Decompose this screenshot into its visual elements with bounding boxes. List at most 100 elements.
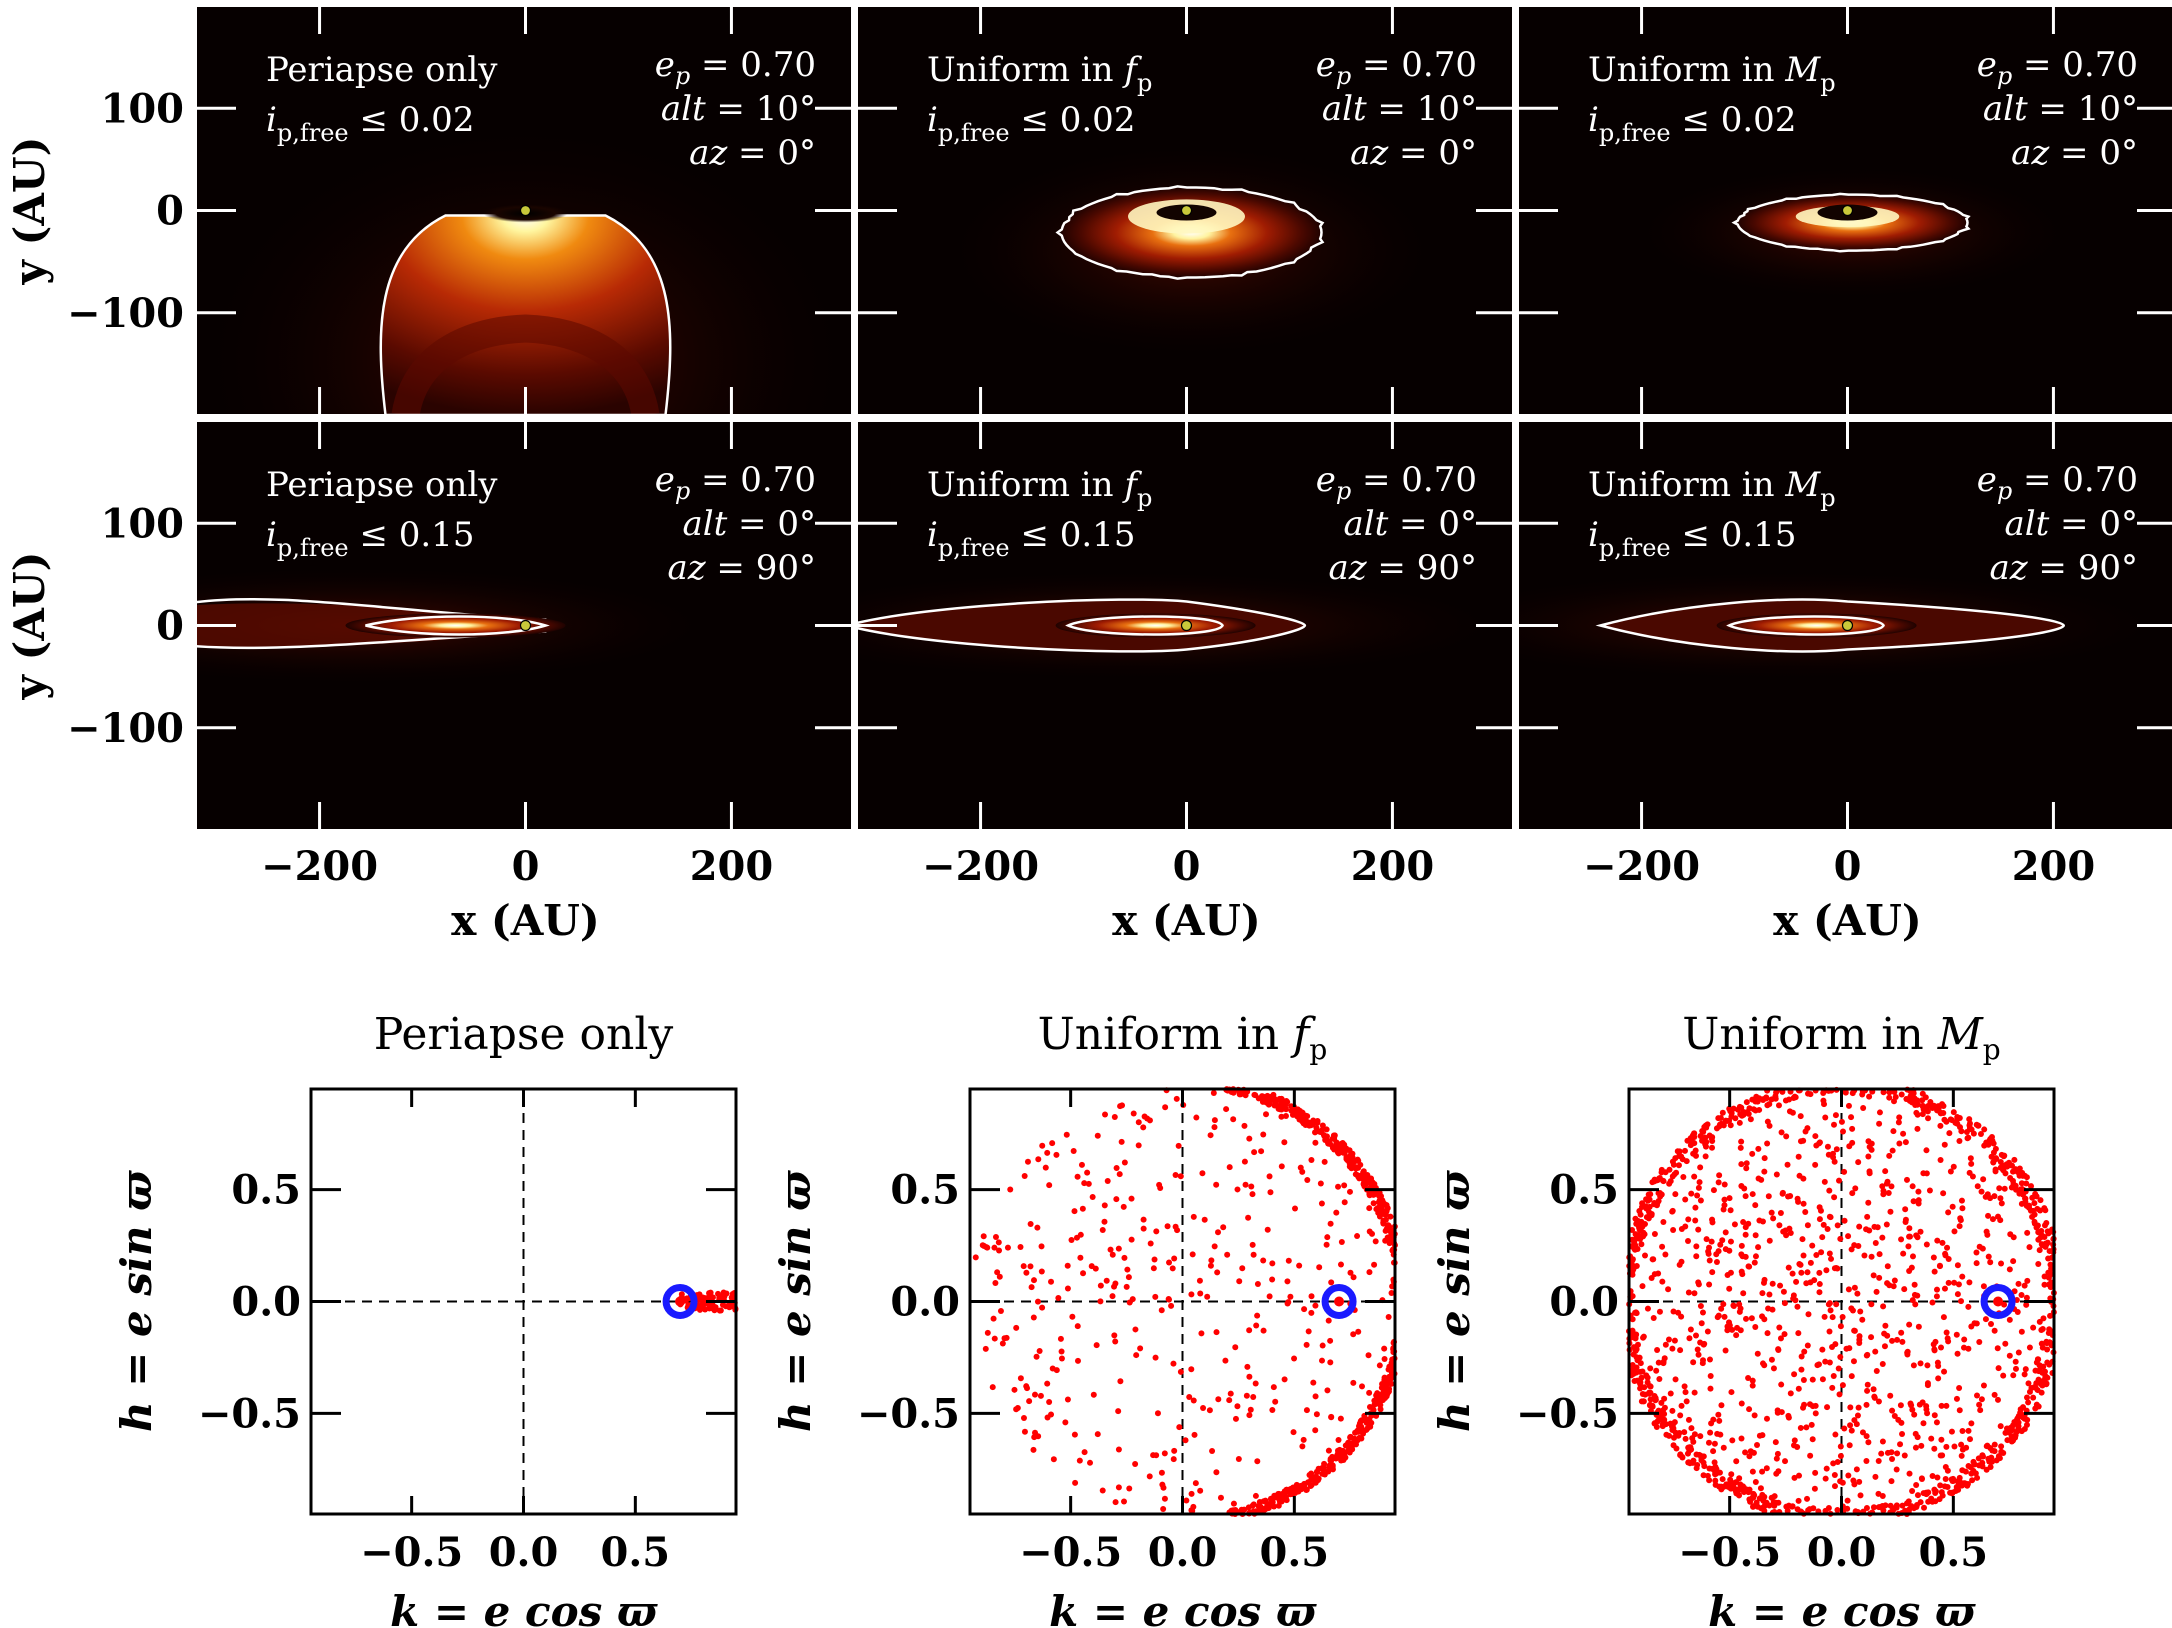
scatter-point <box>1749 1377 1756 1384</box>
scatter-point <box>1249 1191 1256 1198</box>
scatter-point <box>2030 1394 2037 1401</box>
scatter-point <box>1242 1181 1249 1188</box>
scatter-point <box>1891 1413 1898 1420</box>
scatter-point <box>1693 1332 1700 1339</box>
scatter-point <box>1721 1313 1728 1320</box>
scatter-point <box>1740 1219 1747 1226</box>
scatter-point <box>1064 1396 1071 1403</box>
scatter-point <box>1738 1161 1745 1168</box>
scatter-point <box>1230 1116 1237 1123</box>
scatter-point <box>1954 1262 1961 1269</box>
scatter-point <box>1742 1193 1749 1200</box>
scatter-point <box>1381 1345 1388 1352</box>
scatter-point <box>1943 1402 1950 1409</box>
scatter-point <box>2012 1358 2019 1365</box>
scatter-point <box>1681 1383 1688 1390</box>
scatter-point <box>1941 1368 1948 1375</box>
scatter-point <box>1752 1324 1759 1331</box>
scatter-point <box>1958 1441 1965 1448</box>
scatter-point <box>1831 1265 1838 1272</box>
scatter-point <box>1840 1128 1847 1135</box>
scatter-point <box>1327 1220 1334 1227</box>
scatter-point <box>1726 1247 1733 1254</box>
scatter-point <box>1906 1470 1913 1477</box>
scatter-point <box>1886 1094 1893 1101</box>
scatter-point <box>1058 1348 1065 1355</box>
scatter-point <box>1778 1381 1785 1388</box>
scatter-point <box>1684 1137 1691 1144</box>
scatter-point <box>1741 1489 1748 1496</box>
scatter-point <box>1743 1099 1750 1106</box>
scatter-point <box>1733 1490 1740 1497</box>
star-marker <box>1841 204 1854 217</box>
scatter-point <box>1317 1180 1324 1187</box>
scatter-point <box>1109 1251 1116 1258</box>
scatter-point <box>2002 1429 2009 1436</box>
scatter-point <box>1713 1470 1720 1477</box>
scatter-point <box>1718 1305 1725 1312</box>
scatter-point <box>1963 1128 1970 1135</box>
scatter-point <box>1958 1197 1965 1204</box>
scatter-point <box>2012 1365 2019 1372</box>
scatter-point <box>1716 1121 1723 1128</box>
scatter-point <box>1215 1396 1222 1403</box>
scatter-point <box>1886 1152 1893 1159</box>
scatter-point <box>1919 1111 1926 1118</box>
scatter-point <box>1637 1379 1644 1386</box>
scatter-point <box>1943 1329 1950 1336</box>
scatter-point <box>1776 1222 1783 1229</box>
scatter-point <box>1699 1309 1706 1316</box>
scatter-point <box>1954 1115 1961 1122</box>
scatter-point <box>1637 1236 1644 1243</box>
scatter-point <box>1325 1140 1332 1147</box>
scatter-point <box>1763 1094 1770 1101</box>
scatter-point <box>1092 1265 1099 1272</box>
scatter-point <box>1324 1234 1331 1241</box>
scatter-point <box>1017 1244 1024 1251</box>
scatter-point <box>2024 1277 2031 1284</box>
scatter-point <box>1785 1264 1792 1271</box>
scatter-point <box>1372 1238 1379 1245</box>
scatter-point <box>2014 1169 2021 1176</box>
annotation-right-0: ep = 0.70 <box>1316 45 1477 90</box>
scatter-panel-1: −0.5 0.0 0.5 0.5 0.0 −0.5 Periapse only k = e c… <box>112 1009 739 1628</box>
scatter-point <box>1854 1290 1861 1297</box>
annotation-left-0: Periapse only <box>266 50 498 90</box>
scatter-point <box>1366 1417 1373 1424</box>
star-marker <box>1180 619 1193 632</box>
scatter-point <box>1227 1390 1234 1397</box>
scatter-point <box>1346 1147 1353 1154</box>
scatter-point <box>1637 1211 1644 1218</box>
scatter-point <box>1899 1338 1906 1345</box>
y-tick-label: 0.0 <box>231 1279 301 1326</box>
scatter-point <box>1917 1228 1924 1235</box>
scatter-point <box>1301 1306 1308 1313</box>
scatter-point <box>1751 1492 1758 1499</box>
scatter-point <box>1300 1436 1307 1443</box>
scatter-point <box>1708 1238 1715 1245</box>
scatter-point <box>1715 1179 1722 1186</box>
scatter-point <box>1821 1178 1828 1185</box>
scatter-point <box>1845 1233 1852 1240</box>
scatter-point <box>1647 1365 1654 1372</box>
scatter-point <box>1697 1132 1704 1139</box>
scatter-point <box>1350 1379 1357 1386</box>
scatter-point <box>1822 1114 1829 1121</box>
scatter-point <box>2035 1260 2042 1267</box>
scatter-point <box>1919 1097 1926 1104</box>
scatter-point <box>1773 1455 1780 1462</box>
scatter-point <box>1746 1406 1753 1413</box>
scatter-point <box>1770 1365 1777 1372</box>
scatter-point <box>1942 1250 1949 1257</box>
scatter-points <box>972 1086 1398 1517</box>
scatter-point <box>1252 1380 1259 1387</box>
scatter-point <box>1807 1091 1814 1098</box>
scatter-point <box>1352 1429 1359 1436</box>
scatter-point <box>1653 1177 1660 1184</box>
scatter-point <box>1714 1430 1721 1437</box>
scatter-point <box>1998 1151 2005 1158</box>
scatter-point <box>1830 1154 1837 1161</box>
scatter-point <box>1967 1436 1974 1443</box>
scatter-point <box>1312 1302 1319 1309</box>
scatter-point <box>1062 1419 1069 1426</box>
